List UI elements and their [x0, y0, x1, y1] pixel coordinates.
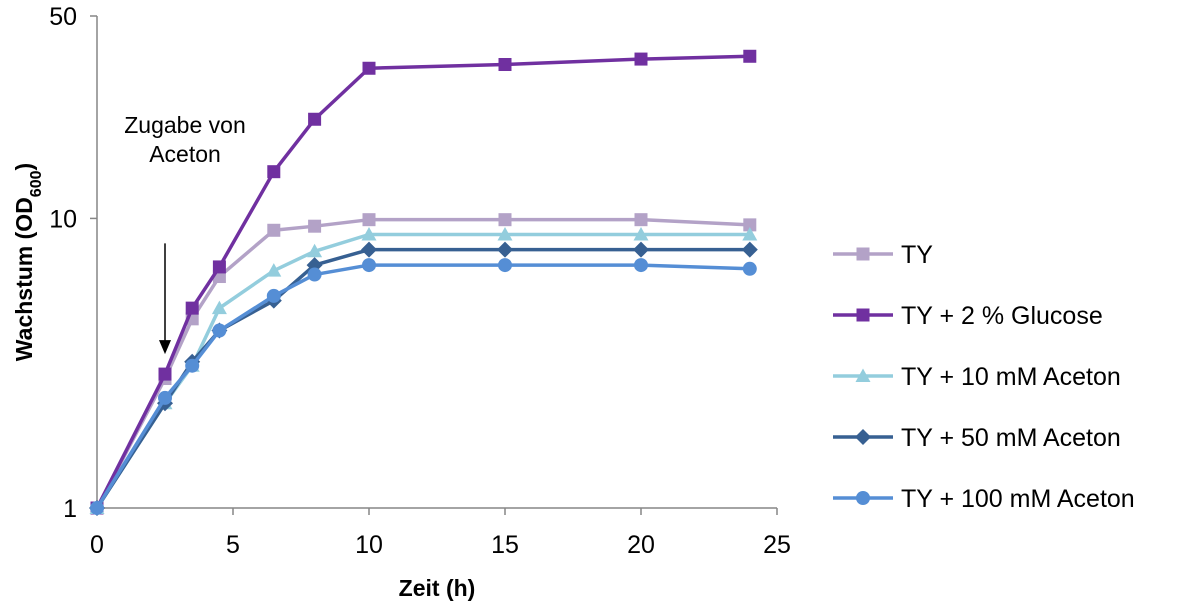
annotation-arrow-head [159, 340, 171, 355]
data-point [212, 323, 227, 338]
data-point [633, 241, 649, 258]
data-point [212, 260, 226, 274]
legend-item: TY + 10 mM Aceton [833, 363, 1121, 391]
x-tick-label: 0 [90, 531, 104, 559]
series-line [95, 217, 750, 509]
data-point [361, 226, 377, 241]
series-line [95, 263, 750, 509]
legend-swatch-marker [856, 491, 870, 505]
data-point [90, 501, 104, 515]
x-tick-label: 15 [491, 531, 519, 559]
axes [96, 16, 777, 509]
data-point [308, 219, 322, 233]
data-point [266, 263, 282, 277]
y-axis-title-main: Wachstum (OD [11, 197, 37, 361]
legend-item: TY [833, 241, 933, 269]
data-point [362, 61, 376, 75]
data-point [307, 243, 323, 258]
data-point [634, 258, 648, 273]
data-point [743, 218, 757, 232]
annotation-line-1: Zugabe von [124, 112, 245, 138]
data-point [634, 213, 648, 227]
legend-swatch-marker [856, 308, 870, 322]
y-tick-label: 1 [63, 495, 77, 523]
x-tick-label: 25 [763, 531, 791, 559]
data-point [267, 223, 281, 237]
y-axis-title: Wachstum (OD600) [11, 163, 45, 361]
data-point [185, 358, 200, 373]
data-point [185, 301, 199, 315]
x-axis-title: Zeit (h) [399, 575, 476, 601]
series-line [95, 54, 750, 509]
data-point [158, 367, 172, 381]
legend-label: TY + 100 mM Aceton [901, 485, 1135, 513]
y-ticks: 1 10 50 [49, 3, 97, 523]
data-point [266, 288, 281, 303]
data-point [742, 226, 758, 241]
data-point [211, 300, 227, 315]
legend-swatch-marker [855, 429, 871, 445]
data-point [361, 241, 377, 258]
legend-label: TY [901, 241, 933, 269]
legend-label: TY + 50 mM Aceton [901, 424, 1121, 452]
x-tick-label: 5 [226, 531, 240, 559]
legend-swatch-marker [856, 247, 870, 261]
data-point [267, 165, 281, 179]
x-tick-label: 10 [355, 531, 383, 559]
series-2 [90, 49, 757, 515]
data-point [497, 226, 513, 241]
y-axis-title-close: ) [11, 163, 37, 171]
series-layer [89, 49, 758, 516]
legend: TY TY + 2 % Glucose TY + 10 mM Aceton TY + … [833, 241, 1135, 513]
data-point [498, 58, 512, 72]
data-point [741, 241, 758, 258]
data-point [497, 241, 513, 258]
y-axis-title-subscript: 600 [28, 170, 45, 197]
data-point [743, 49, 757, 63]
y-tick-label: 10 [49, 205, 77, 233]
data-point [498, 213, 512, 227]
legend-swatch-marker [855, 368, 871, 382]
legend-item: TY + 50 mM Aceton [833, 424, 1121, 452]
data-point [498, 258, 512, 273]
legend-label: TY + 2 % Glucose [901, 302, 1103, 330]
series-line [95, 247, 750, 509]
x-tick-label: 20 [627, 531, 655, 559]
data-point [742, 261, 757, 276]
series-5 [90, 258, 757, 515]
data-point [362, 213, 376, 227]
data-point [307, 267, 322, 282]
data-point [362, 258, 376, 273]
data-point [633, 226, 649, 241]
legend-item: TY + 2 % Glucose [833, 302, 1103, 330]
annotation: Zugabe von Aceton [124, 112, 246, 355]
annotation-line-2: Aceton [149, 141, 221, 167]
data-point [634, 52, 648, 66]
legend-item: TY + 100 mM Aceton [833, 485, 1135, 513]
x-ticks: 0 5 10 15 20 25 [90, 508, 791, 559]
legend-label: TY + 10 mM Aceton [901, 363, 1121, 391]
data-point [308, 112, 322, 126]
data-point [158, 390, 172, 405]
series-4 [89, 241, 758, 516]
y-tick-label: 50 [49, 3, 77, 31]
